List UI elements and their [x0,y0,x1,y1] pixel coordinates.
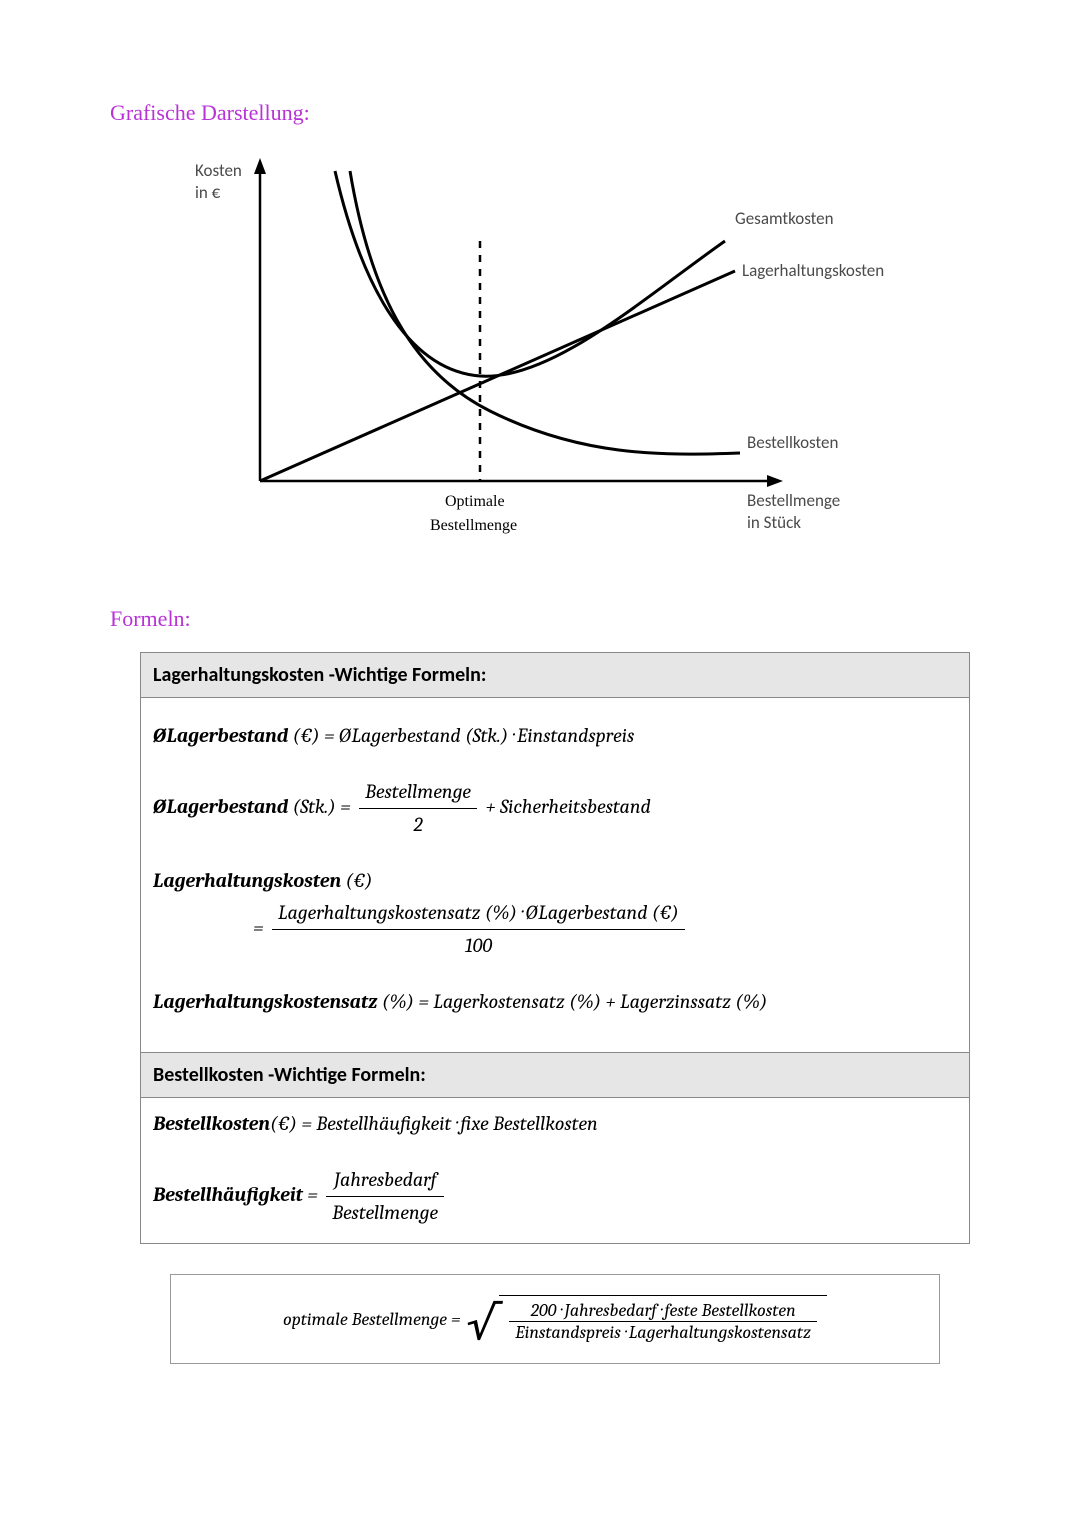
f1-rhs: ØLagerbestand (Stk.) · Einstandspreis [339,724,634,747]
formula-table: Lagerhaltungskosten -Wichtige Formeln: Ø… [140,652,970,1244]
optimal-label-1: Optimale [445,493,505,510]
formulas-heading: Formeln: [110,606,970,632]
formula-cell-2: Bestellkosten(€) = Bestellhäufigkeit · f… [141,1098,970,1244]
f5-rhs: Bestellhäufigkeit · fixe Bestellkosten [316,1112,597,1135]
f2-lhs: ØLagerbestand [153,795,288,818]
sqrt-wrap: √ 200 · Jahresbedarf · feste Bestellkost… [467,1295,827,1343]
f3-eq: = [253,916,268,939]
f4-rhs: Lagerkostensatz (%) + Lagerzinssatz (%) [433,990,767,1013]
f6-num: Jahresbedarf [326,1164,444,1197]
opt-lhs: optimale Bestellmenge = [283,1309,460,1330]
chart-heading: Grafische Darstellung: [110,100,970,126]
y-axis-label-2: in € [195,182,221,203]
f2-unit: (Stk.) = [288,795,355,818]
f1-lhs: ØLagerbestand [153,724,288,747]
total-cost-label: Gesamtkosten [735,208,834,229]
f4-unit: (%) = [378,990,434,1013]
y-axis-label-1: Kosten [195,160,242,181]
optimal-label-2: Bestellmenge [430,517,517,534]
x-axis-label-1: Bestellmenge [747,490,840,511]
y-axis-arrow [254,158,266,174]
table-header-2: Bestellkosten -Wichtige Formeln: [141,1053,970,1098]
f2-tail: + Sicherheitsbestand [485,795,650,818]
x-axis-label-2: in Stück [747,512,801,533]
f3-unit: (€) [341,869,372,892]
f4-lhs: Lagerhaltungskostensatz [153,990,378,1013]
x-axis-arrow [767,475,783,487]
f3-lhs: Lagerhaltungskosten [153,869,341,892]
opt-den: Einstandspreis · Lagerhaltungskostensatz [509,1322,817,1343]
f1-unit: (€) = [288,724,339,747]
f2-den: 2 [359,809,477,841]
table-header-1: Lagerhaltungskosten -Wichtige Formeln: [141,653,970,698]
f3-den: 100 [272,930,685,962]
order-cost-label: Bestellkosten [747,432,838,453]
opt-num: 200 · Jahresbedarf · feste Bestellkosten [509,1300,817,1322]
order-cost-curve [350,171,740,454]
f6-eq: = [303,1183,322,1206]
sqrt-sign: √ [467,1301,504,1349]
f6-den: Bestellmenge [326,1197,444,1229]
f5-unit: (€) = [270,1112,316,1135]
f6-lhs: Bestellhäufigkeit [153,1183,303,1206]
eoq-chart: Kosten in € Gesamtkosten Lagerhaltungsko… [180,146,900,566]
formula-cell-1: ØLagerbestand (€) = ØLagerbestand (Stk.)… [141,698,970,1053]
chart-container: Kosten in € Gesamtkosten Lagerhaltungsko… [110,146,970,566]
total-cost-curve [335,171,725,376]
storage-cost-line [260,271,735,481]
f3-num: Lagerhaltungskostensatz (%) · ØLagerbest… [272,897,685,930]
f2-num: Bestellmenge [359,776,477,809]
f5-lhs: Bestellkosten [153,1112,270,1135]
storage-cost-label: Lagerhaltungskosten [742,260,884,281]
optimal-formula-box: optimale Bestellmenge = √ 200 · Jahresbe… [170,1274,940,1364]
